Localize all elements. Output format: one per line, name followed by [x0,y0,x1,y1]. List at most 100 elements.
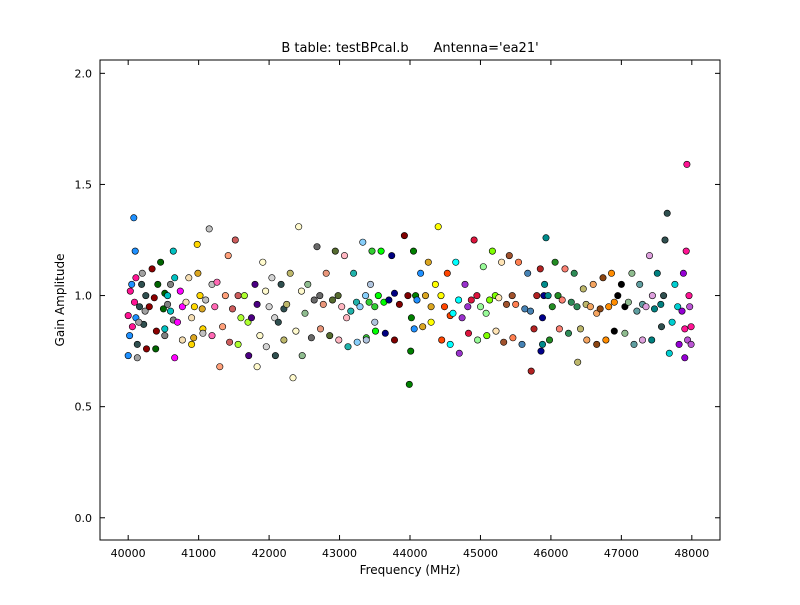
series-63 [648,269,665,344]
data-point [687,340,695,348]
data-point [602,336,610,344]
y-axis-label: Gain Amplitude [53,254,67,347]
series-4 [143,265,160,353]
data-point [185,274,193,282]
series-60 [621,269,636,337]
series-19 [262,274,279,351]
data-point [356,303,364,311]
data-point [630,340,638,348]
data-point [421,292,429,300]
x-tick-label: 47000 [604,547,639,560]
data-point [304,280,312,288]
data-point [502,300,510,308]
data-point [280,336,288,344]
data-point [474,336,482,344]
data-point [343,314,351,322]
data-point [190,334,198,342]
data-point [514,258,522,266]
series-38 [427,223,445,326]
data-point [381,329,389,337]
data-point [607,269,615,277]
series-8 [171,287,186,362]
series-3 [133,269,149,362]
data-point [417,269,425,277]
data-point [661,236,669,244]
series-26 [326,247,342,340]
data-point [347,307,355,315]
data-point [359,238,367,246]
x-tick-label: 45000 [463,547,498,560]
data-point [171,354,179,362]
series-66 [675,269,689,362]
y-tick-label: 0.5 [75,401,93,414]
data-point [558,296,566,304]
series-65 [665,280,682,357]
series-52 [545,258,562,344]
series-64 [657,209,671,331]
series-54 [564,269,581,337]
data-point [542,234,550,242]
data-point [679,269,687,277]
data-point [464,303,472,311]
data-point [319,300,327,308]
data-point [167,307,175,315]
series-68 [684,303,695,348]
data-point [161,332,169,340]
x-tick-label: 43000 [322,547,357,560]
data-point [492,327,500,335]
data-point [124,312,132,320]
data-point [262,343,270,351]
data-point [164,300,172,308]
data-point [362,336,370,344]
data-point [143,345,151,353]
data-point [310,296,318,304]
series-34 [390,232,412,344]
y-tick-label: 1.5 [75,178,93,191]
series-22 [289,223,305,382]
data-point [665,349,673,357]
data-point [208,332,216,340]
data-point [231,236,239,244]
data-point [589,280,597,288]
data-point [681,354,689,362]
data-point [368,247,376,255]
data-point [610,327,618,335]
series-23 [298,280,312,360]
data-point [682,247,690,255]
data-point [596,305,604,313]
data-point [482,309,490,317]
data-point [505,252,513,260]
series-27 [335,252,351,344]
series-36 [410,269,425,333]
data-point [573,303,581,311]
data-point [150,294,158,302]
data-point [452,258,460,266]
data-point [479,263,487,271]
data-point [548,303,556,311]
data-point [683,160,691,168]
series-15 [226,236,242,346]
data-point [455,349,463,357]
data-point [561,265,569,273]
data-point [443,269,451,277]
data-point [128,280,136,288]
data-point [161,325,169,333]
chart-title: B table: testBPcal.b Antenna='ea21' [281,41,538,56]
data-point [145,303,153,311]
data-point [668,318,676,326]
data-point [133,340,141,348]
data-point [128,323,136,331]
data-point [194,269,202,277]
data-point [205,225,213,233]
data-point [131,247,139,255]
data-point [431,280,439,288]
series-47 [509,258,522,342]
data-point [446,340,454,348]
data-point [464,329,472,337]
data-point [164,292,172,300]
data-point [385,296,393,304]
data-point [219,323,227,331]
data-point [437,292,445,300]
data-point [538,340,546,348]
data-point [424,258,432,266]
